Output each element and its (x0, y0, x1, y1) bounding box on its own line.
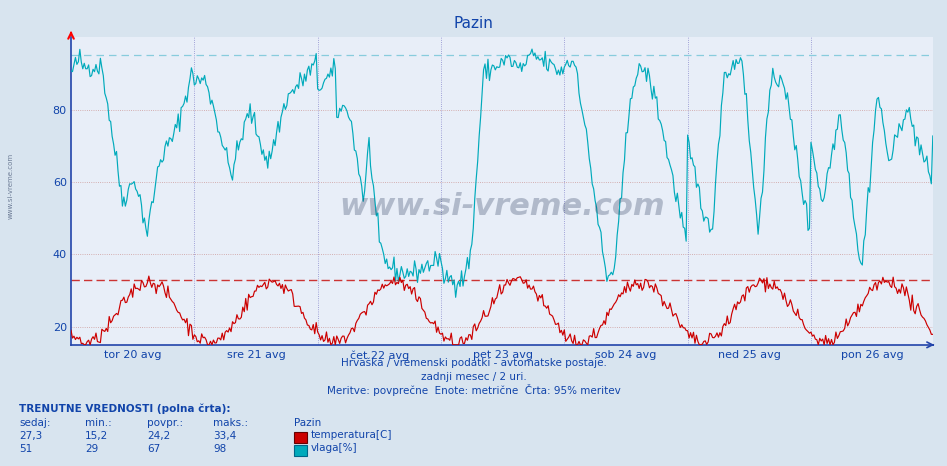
Text: www.si-vreme.com: www.si-vreme.com (339, 192, 665, 221)
Text: maks.:: maks.: (213, 418, 248, 428)
Text: povpr.:: povpr.: (147, 418, 183, 428)
Text: min.:: min.: (85, 418, 112, 428)
Text: 29: 29 (85, 444, 98, 454)
Text: sedaj:: sedaj: (19, 418, 50, 428)
Text: 33,4: 33,4 (213, 431, 237, 441)
Text: TRENUTNE VREDNOSTI (polna črta):: TRENUTNE VREDNOSTI (polna črta): (19, 404, 230, 414)
Text: Pazin: Pazin (454, 16, 493, 31)
Text: 98: 98 (213, 444, 226, 454)
Text: 51: 51 (19, 444, 32, 454)
Text: 67: 67 (147, 444, 160, 454)
Text: www.si-vreme.com: www.si-vreme.com (8, 153, 13, 219)
Text: 24,2: 24,2 (147, 431, 170, 441)
Text: 27,3: 27,3 (19, 431, 43, 441)
Text: vlaga[%]: vlaga[%] (311, 443, 357, 453)
Text: zadnji mesec / 2 uri.: zadnji mesec / 2 uri. (420, 372, 527, 382)
Text: 15,2: 15,2 (85, 431, 109, 441)
Text: Pazin: Pazin (294, 418, 321, 428)
Text: Meritve: povprečne  Enote: metrične  Črta: 95% meritev: Meritve: povprečne Enote: metrične Črta:… (327, 384, 620, 396)
Text: Hrvaška / vremenski podatki - avtomatske postaje.: Hrvaška / vremenski podatki - avtomatske… (341, 357, 606, 368)
Text: temperatura[C]: temperatura[C] (311, 430, 392, 440)
